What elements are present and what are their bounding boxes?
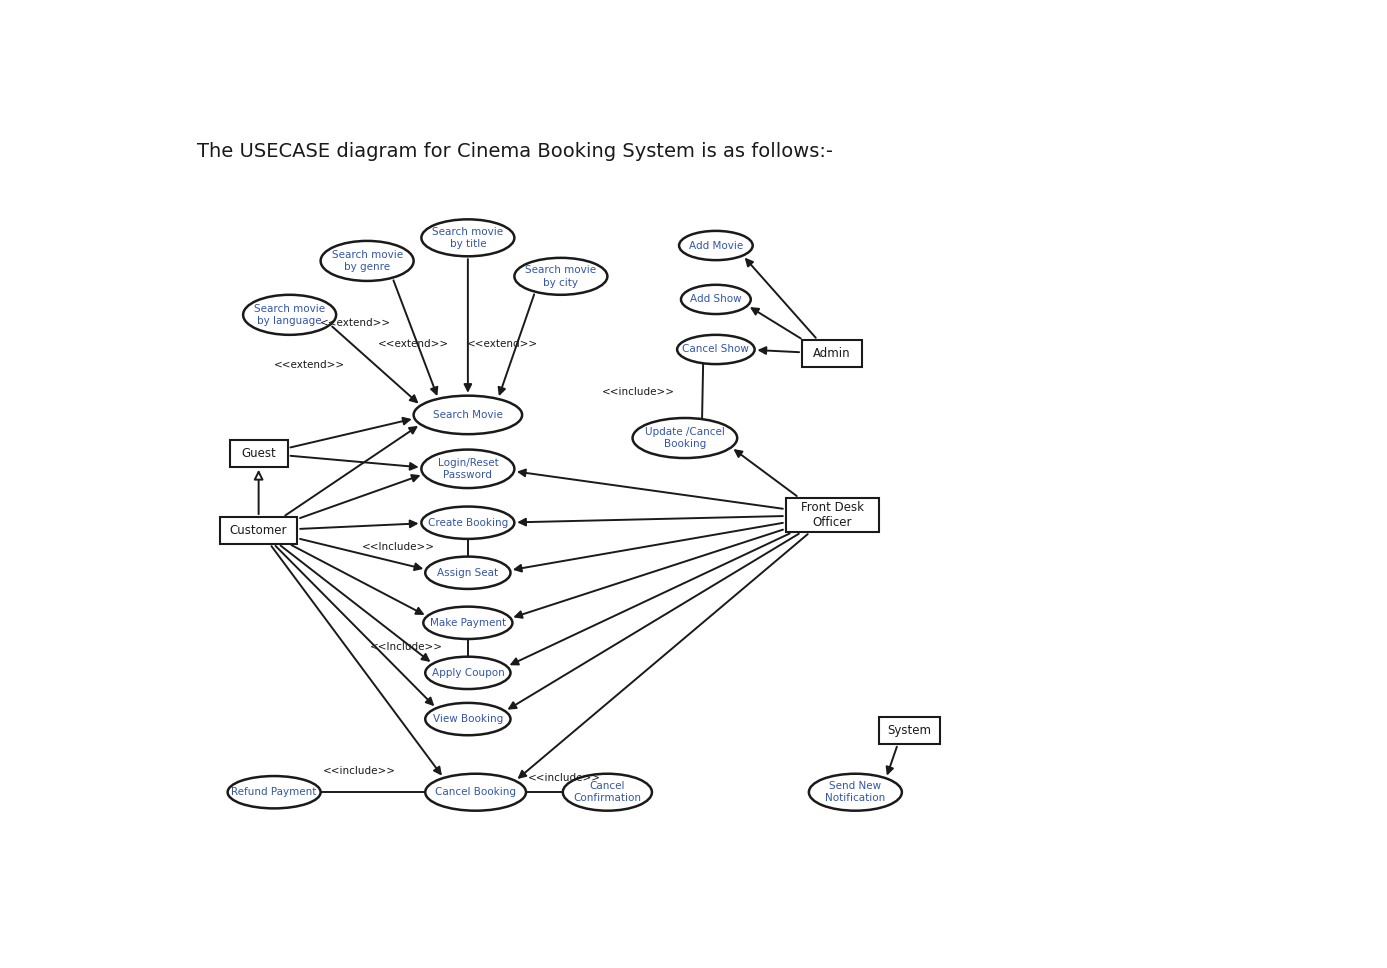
Text: View Booking: View Booking [433, 714, 503, 724]
Text: Cancel Booking: Cancel Booking [436, 787, 516, 798]
Text: Add Movie: Add Movie [689, 240, 743, 251]
Ellipse shape [681, 285, 750, 314]
Ellipse shape [243, 295, 336, 335]
Text: Admin: Admin [813, 347, 852, 360]
Text: <<Include>>: <<Include>> [369, 643, 442, 652]
Text: Search movie
by genre: Search movie by genre [331, 250, 402, 272]
Ellipse shape [515, 257, 608, 295]
Text: Login/Reset
Password: Login/Reset Password [437, 458, 498, 480]
Text: Search movie
by title: Search movie by title [433, 227, 503, 249]
Text: Guest: Guest [241, 447, 276, 460]
FancyBboxPatch shape [221, 517, 297, 544]
Text: Search movie
by city: Search movie by city [526, 265, 596, 287]
Text: <<extend>>: <<extend>> [273, 360, 344, 370]
Ellipse shape [426, 656, 510, 689]
Text: Customer: Customer [230, 524, 287, 537]
Text: Cancel
Confirmation: Cancel Confirmation [573, 781, 641, 803]
Ellipse shape [422, 506, 515, 539]
Text: <<include>>: <<include>> [528, 773, 601, 783]
Ellipse shape [413, 396, 522, 435]
Ellipse shape [677, 335, 755, 364]
Ellipse shape [227, 776, 320, 808]
Ellipse shape [426, 557, 510, 589]
Text: Update /Cancel
Booking: Update /Cancel Booking [645, 427, 725, 449]
Ellipse shape [422, 220, 515, 257]
Text: <<include>>: <<include>> [323, 766, 395, 775]
Text: Create Booking: Create Booking [427, 518, 508, 528]
FancyBboxPatch shape [879, 717, 940, 744]
FancyBboxPatch shape [802, 340, 863, 367]
Text: <<extend>>: <<extend>> [379, 339, 449, 349]
Text: <<extend>>: <<extend>> [320, 318, 391, 327]
Text: Front Desk
Officer: Front Desk Officer [800, 501, 864, 529]
Text: Assign Seat: Assign Seat [437, 568, 498, 578]
Ellipse shape [320, 241, 413, 281]
Ellipse shape [680, 231, 753, 260]
Text: System: System [888, 724, 932, 737]
FancyBboxPatch shape [230, 439, 287, 467]
Ellipse shape [422, 449, 515, 488]
Text: <<include>>: <<include>> [602, 387, 675, 397]
Text: The USECASE diagram for Cinema Booking System is as follows:-: The USECASE diagram for Cinema Booking S… [197, 141, 832, 161]
Text: <<extend>>: <<extend>> [467, 339, 538, 349]
Ellipse shape [809, 773, 902, 811]
FancyBboxPatch shape [785, 498, 878, 532]
Text: Apply Coupon: Apply Coupon [431, 668, 505, 678]
Text: <<Include>>: <<Include>> [362, 542, 434, 553]
Text: Make Payment: Make Payment [430, 618, 506, 628]
Text: Add Show: Add Show [691, 294, 742, 304]
Text: Search movie
by language: Search movie by language [254, 304, 325, 326]
Text: Cancel Show: Cancel Show [682, 345, 749, 354]
Text: Search Movie: Search Movie [433, 409, 503, 420]
Ellipse shape [632, 418, 736, 458]
Ellipse shape [563, 773, 652, 811]
Ellipse shape [426, 773, 526, 811]
Text: Send New
Notification: Send New Notification [825, 781, 885, 803]
Text: Refund Payment: Refund Payment [232, 787, 316, 798]
Ellipse shape [423, 607, 512, 639]
Ellipse shape [426, 703, 510, 736]
